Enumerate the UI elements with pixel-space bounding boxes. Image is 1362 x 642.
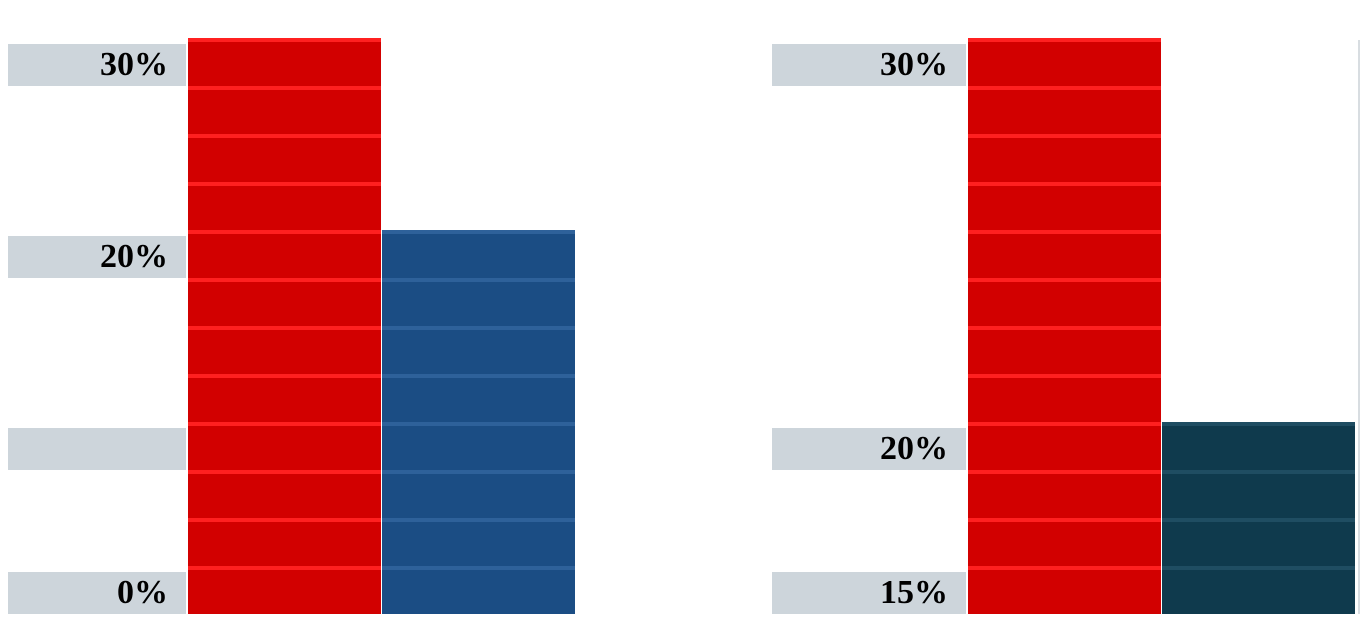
bar-stripe [188,518,381,522]
bar-stripe [1162,470,1355,474]
bar-stripe [188,374,381,378]
bar-stripe [188,230,381,234]
tick-box [8,428,186,470]
bar-stripe [968,470,1161,474]
y-tick-label: 20% [880,430,948,467]
bar-stripe [382,566,575,570]
bar-stripe [188,86,381,90]
tick-box [772,44,966,86]
bar-stripe [382,518,575,522]
bar-stripe [1162,518,1355,522]
bar-stripe [382,374,575,378]
bar-stripe [968,38,1161,42]
y-tick-label: 15% [880,574,948,611]
bar-stripe [968,422,1161,426]
bar-stripe [382,278,575,282]
tick-box [8,572,186,614]
bar-stripe [188,182,381,186]
tick-box [8,236,186,278]
bar-stripe [382,422,575,426]
tick-box [772,572,966,614]
tick-box [8,44,186,86]
bar-stripe [382,230,575,234]
bar-stripe [188,422,381,426]
bar-stripe [1162,422,1355,426]
bar-stripe [382,326,575,330]
bar-stripe [968,182,1161,186]
bar-stripe [968,230,1161,234]
bar-stripe [968,134,1161,138]
bar-stripe [382,470,575,474]
bar-stripe [188,134,381,138]
y-tick-label: 30% [880,46,948,83]
bar-stripe [188,326,381,330]
bar-stripe [188,278,381,282]
bar-stripe [188,470,381,474]
bar-stripe [188,38,381,42]
bar-stripe [968,518,1161,522]
bar-stripe [1162,566,1355,570]
bar-stripe [188,566,381,570]
bar-stripe [968,566,1161,570]
bar-stripe [968,86,1161,90]
bar-stripe [968,326,1161,330]
tick-box [772,428,966,470]
y-tick-label: 20% [100,238,168,275]
bar-stripe [968,278,1161,282]
bar-stripe [968,374,1161,378]
y-tick-label: 0% [117,574,168,611]
y-tick-label: 30% [100,46,168,83]
